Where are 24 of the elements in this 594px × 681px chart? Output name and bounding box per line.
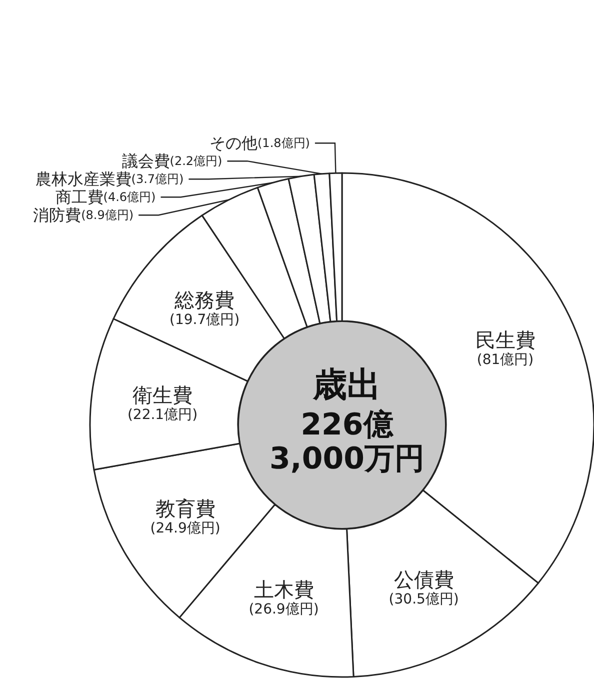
data-label: (30.5億円) [388,591,459,608]
data-label: (1.8億円) [258,136,310,150]
slice-label: 農林水産業費 [35,170,132,189]
slice-label: 教育費 [155,496,216,521]
text: 歳出 [312,365,381,405]
slice-label: 議会費 [122,152,170,171]
slice-label: 土木費 [254,577,314,602]
data-label: (22.1億円) [127,406,198,423]
slice-label: 公債費 [394,567,454,592]
slice-label: 民生費 [475,328,536,352]
data-label: (26.9億円) [248,601,319,618]
data-label: (8.9億円) [81,208,134,222]
data-label: (24.9億円) [150,520,220,537]
data-label: (3.7億円) [131,172,184,186]
data-label: (4.6億円) [103,190,156,204]
slice-label: 消防費 [33,206,82,225]
slice-label: 衛生費 [132,382,192,407]
data-label: (2.2億円) [170,154,222,168]
slice-label: 商工費 [55,188,104,207]
data-label: (19.7億円) [170,312,240,328]
slice-label: その他 [210,134,258,153]
text: 226億 3,000万円 [270,408,424,476]
slice-label: 総務費 [174,288,235,312]
data-label: (81億円) [476,352,534,368]
